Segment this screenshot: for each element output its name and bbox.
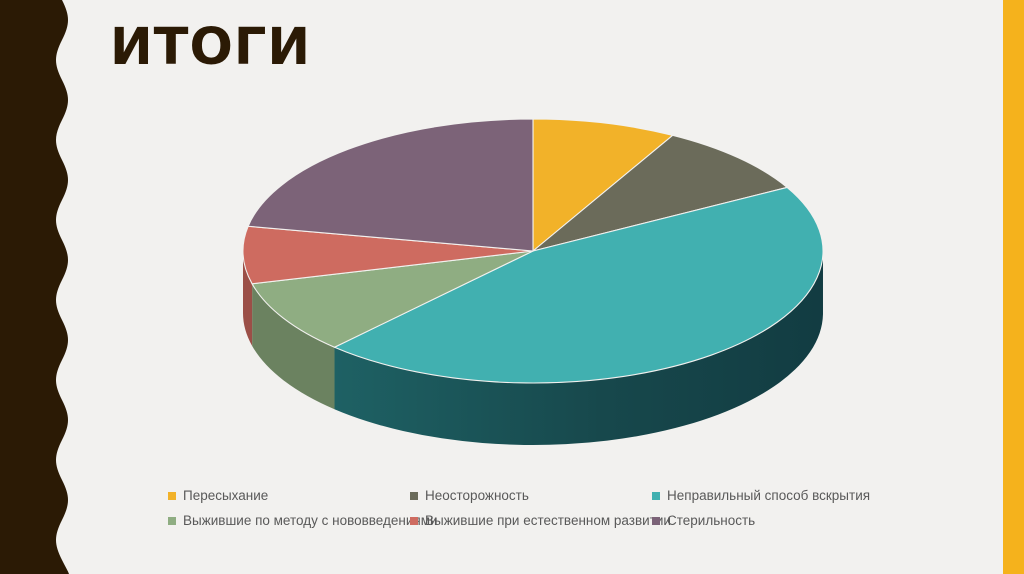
legend-item-vyzhivshie-po-metodu[interactable]: Выжившие по методу с нововведениями [168,513,438,528]
legend-swatch-icon [168,516,176,525]
legend-swatch-icon [652,516,660,525]
legend-swatch-icon [410,516,418,525]
pie-slice[interactable] [532,134,789,252]
pie-slice[interactable] [251,250,534,348]
legend-item-neostorozhnost[interactable]: Неосторожность [410,488,529,503]
legend-item-label: Выжившие при естественном развитии [425,513,671,528]
legend-item-label: Неправильный способ вскрытия [667,488,871,503]
pie-chart [230,118,840,448]
legend-item-sterilnost[interactable]: Стерильность [652,513,755,528]
chart-legend: Пересыхание Неосторожность Неправильный … [165,488,870,538]
legend-item-label: Неосторожность [425,488,529,503]
decorative-wave-band [0,0,69,574]
pie-slice[interactable] [532,118,674,253]
legend-swatch-icon [410,491,418,500]
legend-item-nepravilnyy-sposob-vskrytiya[interactable]: Неправильный способ вскрытия [652,488,870,503]
legend-item-peresyhanie[interactable]: Пересыхание [168,488,268,503]
pie-slices [242,118,824,445]
legend-item-label: Стерильность [667,513,756,528]
page-title: ИТОГИ [110,18,312,77]
pie-slice[interactable] [333,186,824,384]
legend-item-label: Пересыхание [183,488,269,503]
decorative-accent-bar [1003,0,1024,574]
legend-item-label: Выжившие по методу с нововведениями [183,513,438,528]
legend-swatch-icon [652,491,660,500]
legend-swatch-icon [168,491,176,500]
pie-chart-svg [242,118,824,445]
pie-slice[interactable] [242,225,534,285]
legend-item-vyzhivshie-pri-estestvennom[interactable]: Выжившие при естественном развитии [410,513,671,528]
pie-slice[interactable] [247,118,534,252]
